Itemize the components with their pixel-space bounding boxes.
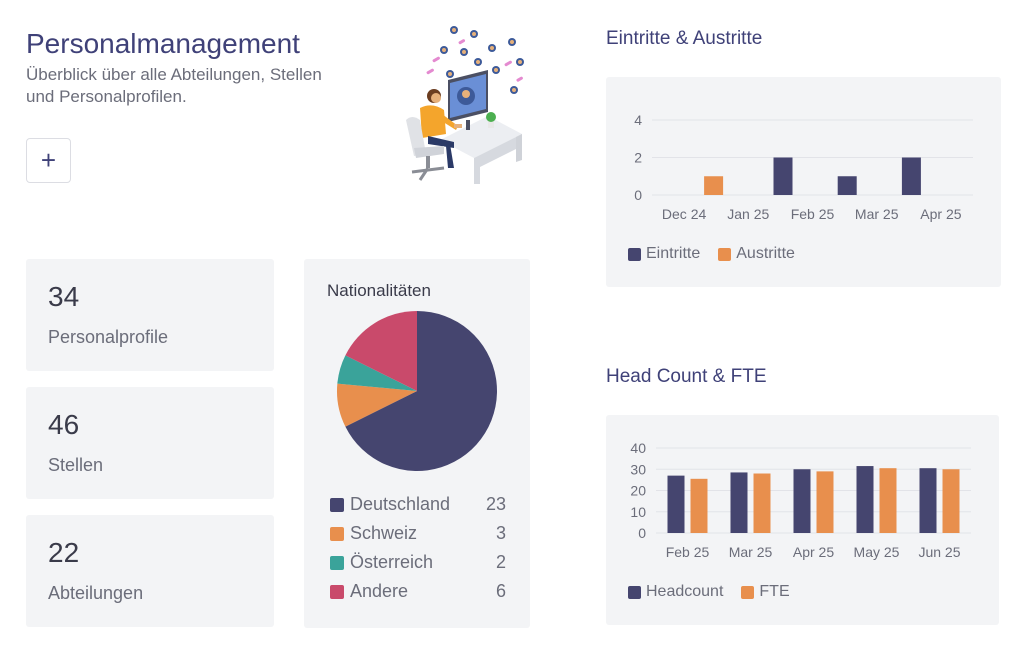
legend-item-oesterreich: Österreich 2 xyxy=(330,552,506,574)
stat-value: 46 xyxy=(48,409,80,440)
x-tick-label: Feb 25 xyxy=(666,544,710,560)
page-subtitle: Überblick über alle Abteilungen, Stellen… xyxy=(26,65,322,106)
entries-exits-legend: Eintritte Austritte xyxy=(628,245,795,263)
legend-swatch xyxy=(741,585,755,599)
stat-label: Abteilungen xyxy=(48,583,144,603)
y-tick-label: 40 xyxy=(630,440,646,456)
nationality-pie-chart xyxy=(337,311,497,471)
stat-card-personalprofile: 34 Personalprofile xyxy=(26,259,274,371)
bar-fte-apr-25 xyxy=(816,471,834,533)
headcount-fte-bar-chart: 0 10 20 30 40 Feb 25 Mar 25 Apr 25 May 25 Jun 25 xyxy=(630,440,971,560)
legend-count: 6 xyxy=(495,581,506,601)
bar-eintritte-apr-25 xyxy=(901,157,921,195)
bar-headcount-may-25 xyxy=(856,466,874,533)
y-tick-label: 30 xyxy=(630,461,646,477)
legend-label: Schweiz xyxy=(350,523,418,543)
stat-label: Personalprofile xyxy=(48,327,169,347)
bar-headcount-feb-25 xyxy=(667,475,685,533)
legend-swatch xyxy=(330,556,344,570)
pie-slice-schweiz xyxy=(337,383,417,427)
legend-item-austritte: Austritte xyxy=(718,245,795,263)
bar-headcount-apr-25 xyxy=(793,469,811,533)
legend-label: Headcount xyxy=(646,583,724,600)
page-title: Personalmanagement xyxy=(26,28,300,59)
x-tick-label: May 25 xyxy=(854,544,900,560)
legend-label: Österreich xyxy=(350,552,434,572)
legend-item-eintritte: Eintritte xyxy=(628,245,700,263)
legend-swatch xyxy=(628,585,641,599)
entries-exits-card: 0 2 4 Dec 24 Jan 25 Feb 25 Mar 25 Apr 25 Eintri… xyxy=(606,77,1001,287)
desk xyxy=(440,116,522,184)
pie-slice-österreich xyxy=(337,355,417,391)
bar-eintritte-mar-25 xyxy=(837,176,857,195)
x-tick-label: Mar 25 xyxy=(729,544,773,560)
headcount-fte-legend: Headcount FTE xyxy=(628,583,790,601)
legend-item-deutschland: Deutschland 23 xyxy=(330,494,506,516)
legend-count: 3 xyxy=(495,523,506,543)
stat-value: 34 xyxy=(48,281,80,312)
stat-card-abteilungen: 22 Abteilungen xyxy=(26,515,274,627)
bar-eintritte-feb-25 xyxy=(773,157,793,195)
nationality-card: Nationalitäten Deutschland 23 Schweiz 3 … xyxy=(304,259,530,628)
headcount-fte-card: 0 10 20 30 40 Feb 25 Mar 25 Apr 25 May 25 Jun 25 … xyxy=(606,415,999,625)
chair xyxy=(406,117,445,181)
legend-label: Andere xyxy=(350,581,409,601)
legend-item-andere: Andere 6 xyxy=(330,581,506,603)
y-tick-label: 20 xyxy=(630,483,646,499)
stat-card-stellen: 46 Stellen xyxy=(26,387,274,499)
y-tick-label: 0 xyxy=(634,187,642,203)
legend-item-headcount: Headcount xyxy=(628,583,723,601)
y-tick-label: 4 xyxy=(634,112,642,128)
legend-count: 2 xyxy=(495,552,506,572)
legend-label: Deutschland xyxy=(350,494,451,514)
bar-austritte-dec-24 xyxy=(704,176,724,195)
pie-slice-deutschland xyxy=(345,311,497,471)
legend-swatch xyxy=(330,527,344,541)
bar-fte-feb-25 xyxy=(690,478,708,533)
legend-item-schweiz: Schweiz 3 xyxy=(330,523,506,545)
pie-slice-andere xyxy=(345,311,417,391)
floating-avatars xyxy=(426,26,524,94)
legend-swatch xyxy=(718,247,732,261)
x-tick-label: Jan 25 xyxy=(727,206,769,222)
stat-value: 22 xyxy=(48,537,80,568)
legend-swatch xyxy=(330,585,344,599)
stat-label: Stellen xyxy=(48,455,104,475)
legend-label: FTE xyxy=(759,583,790,600)
y-tick-label: 2 xyxy=(634,150,642,166)
plant xyxy=(486,112,496,128)
x-tick-label: Dec 24 xyxy=(662,206,707,222)
pie-chart-title: Nationalitäten xyxy=(327,281,431,300)
x-tick-label: Feb 25 xyxy=(791,206,835,222)
entries-exits-bar-chart: 0 2 4 Dec 24 Jan 25 Feb 25 Mar 25 Apr 25 xyxy=(634,112,973,222)
legend-label: Eintritte xyxy=(646,245,701,262)
legend-swatch xyxy=(628,247,641,261)
bar-fte-may-25 xyxy=(879,468,897,533)
legend-count: 23 xyxy=(485,494,506,514)
legend-label: Austritte xyxy=(736,245,795,262)
headcount-fte-title: Head Count & FTE xyxy=(606,366,767,387)
monitor xyxy=(448,70,488,130)
bar-headcount-mar-25 xyxy=(730,472,748,533)
bar-fte-jun-25 xyxy=(942,469,960,533)
x-tick-label: Mar 25 xyxy=(855,206,899,222)
y-tick-label: 0 xyxy=(638,525,646,541)
y-tick-label: 10 xyxy=(630,504,646,520)
x-tick-label: Apr 25 xyxy=(920,206,961,222)
add-button[interactable]: + xyxy=(26,138,71,183)
x-tick-label: Apr 25 xyxy=(793,544,834,560)
person xyxy=(420,89,462,168)
bar-headcount-jun-25 xyxy=(919,468,937,533)
bar-fte-mar-25 xyxy=(753,473,771,533)
person-at-desk-illustration xyxy=(406,26,524,184)
legend-item-fte: FTE xyxy=(741,583,790,601)
entries-exits-title: Eintritte & Austritte xyxy=(606,28,763,49)
x-tick-label: Jun 25 xyxy=(918,544,960,560)
legend-swatch xyxy=(330,498,344,512)
